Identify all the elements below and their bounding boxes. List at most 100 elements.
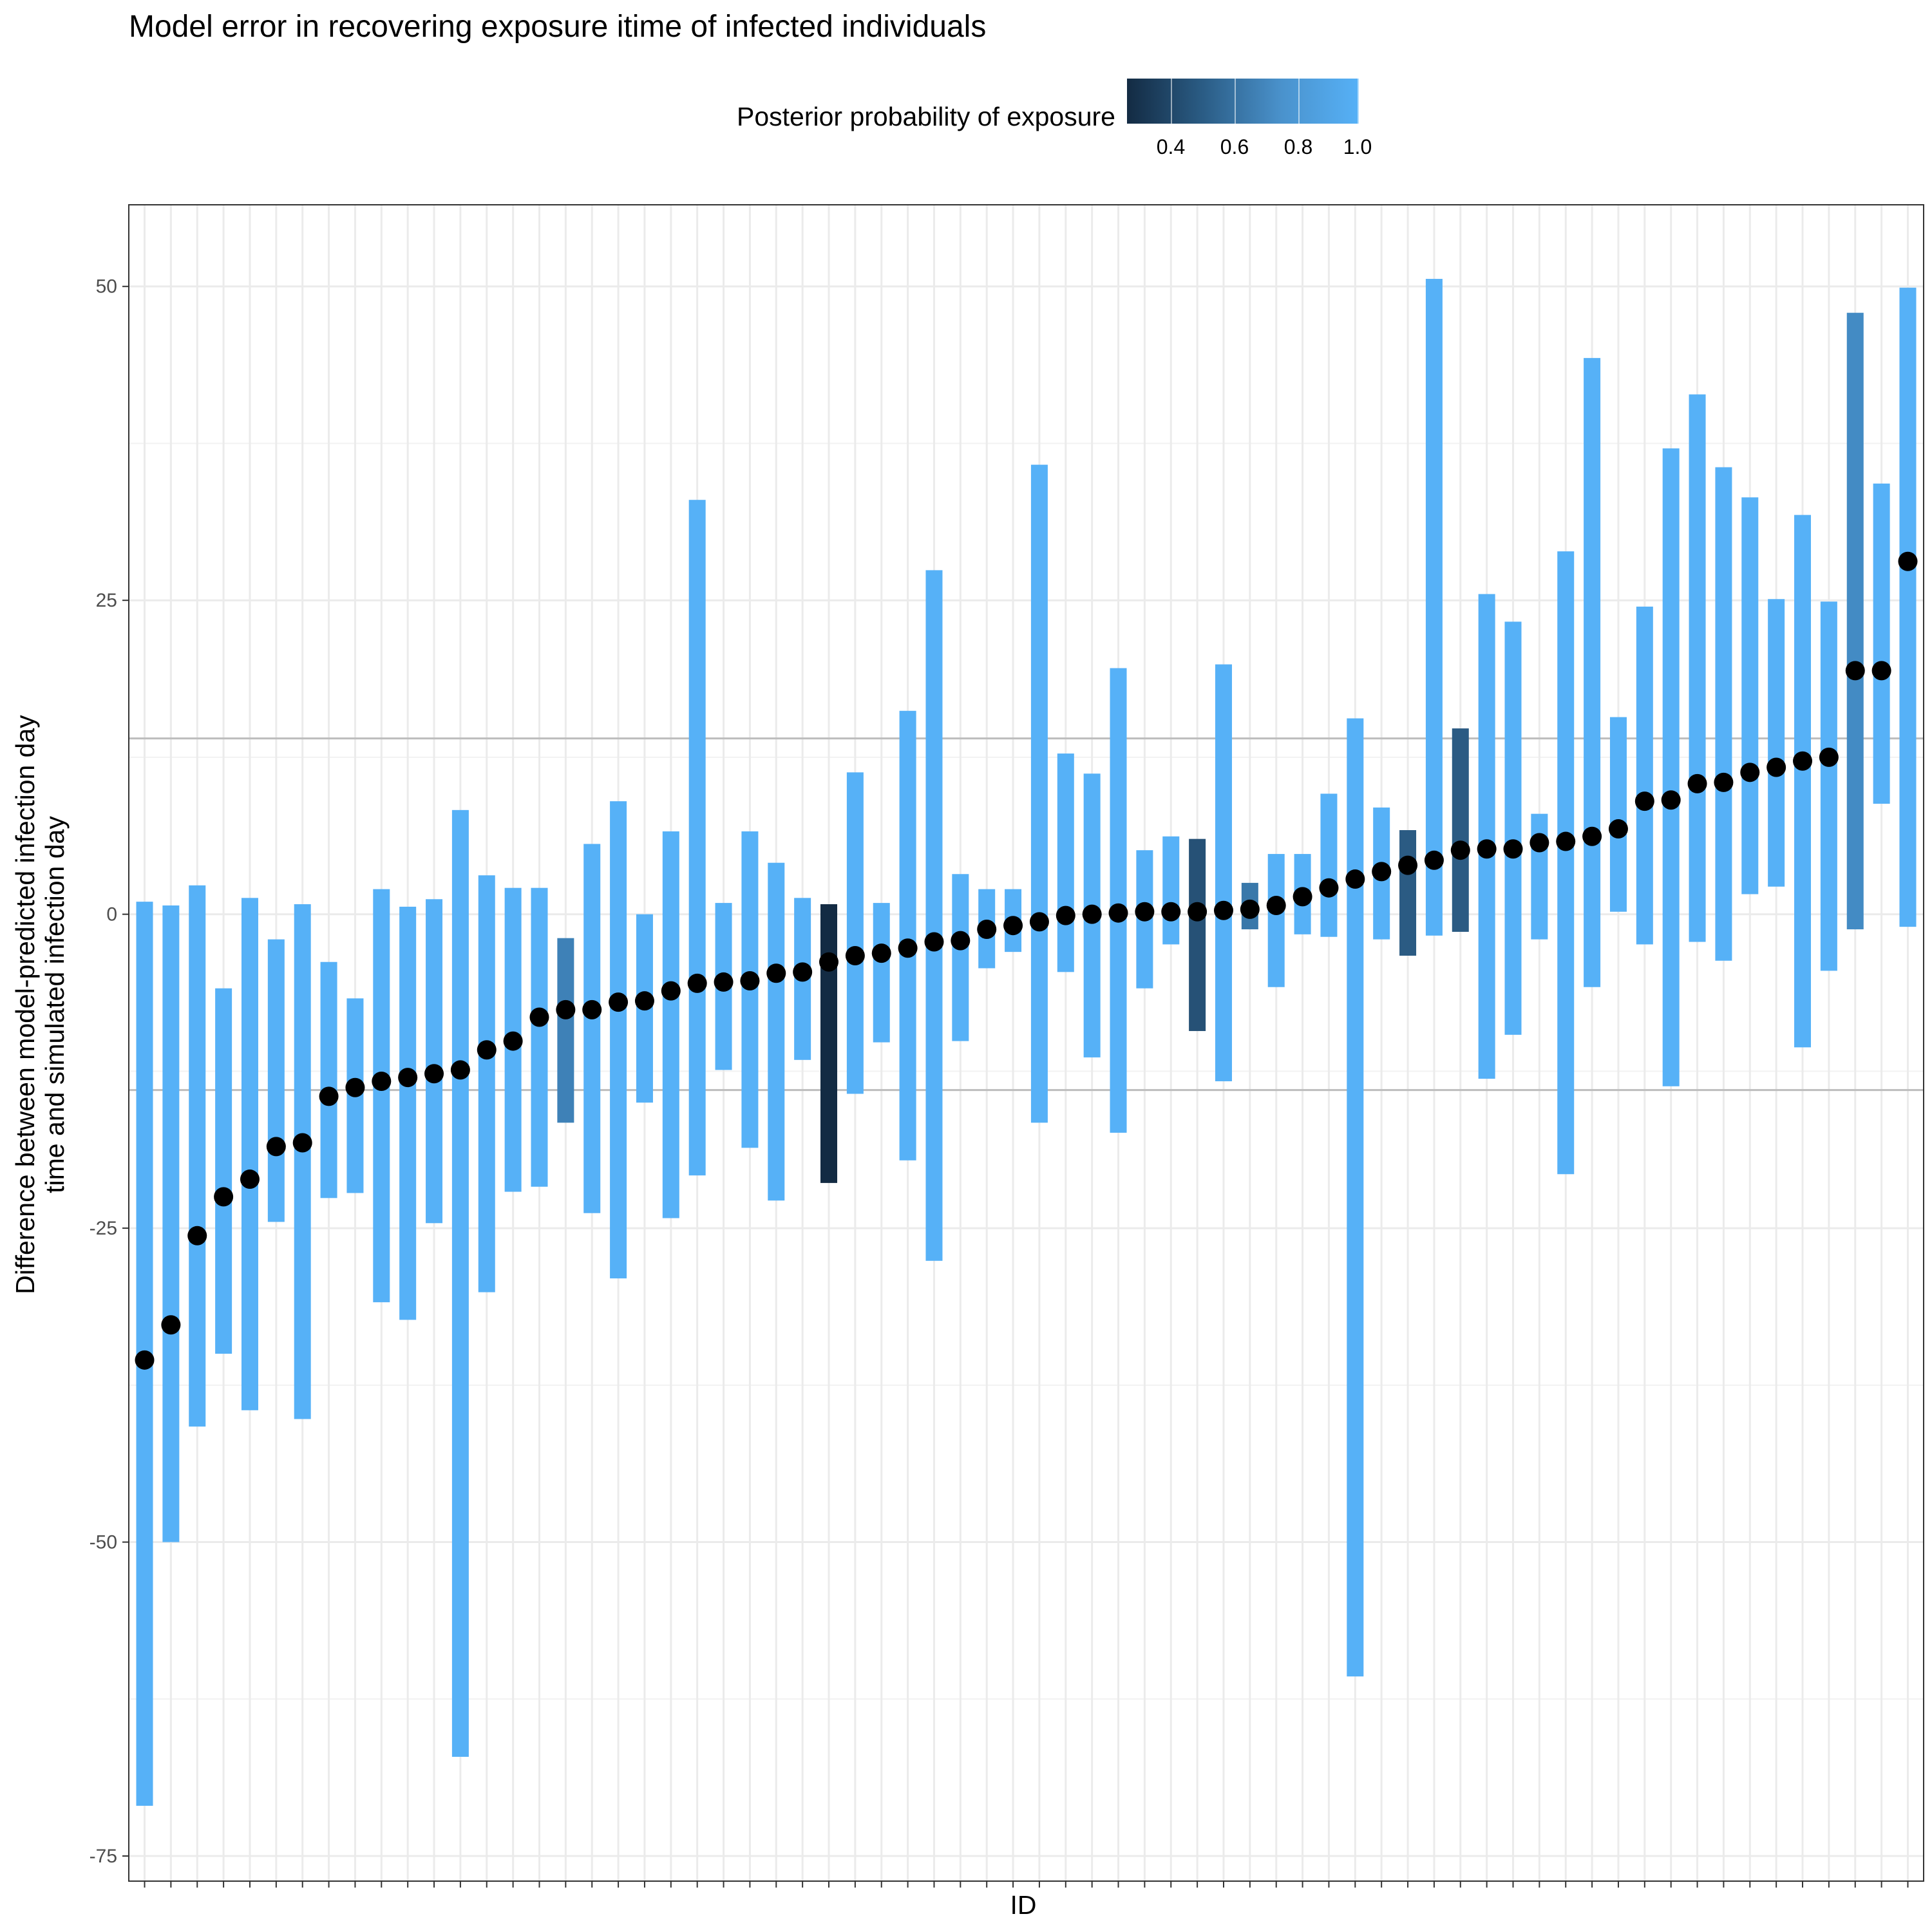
point-estimate [1661, 790, 1681, 810]
legend-tick [1358, 79, 1359, 124]
point-estimate [1503, 839, 1523, 859]
point-estimate [1477, 839, 1497, 859]
interval-bar [1662, 448, 1680, 1086]
interval-bar [162, 905, 180, 1542]
legend-tick-label: 0.8 [1283, 135, 1313, 158]
interval-bar [1399, 830, 1417, 956]
interval-bar [1609, 717, 1627, 912]
point-estimate [319, 1086, 339, 1106]
point-estimate [1687, 773, 1707, 793]
point-estimate [214, 1187, 234, 1207]
legend-tick [1298, 79, 1300, 124]
point-estimate [1161, 902, 1181, 922]
interval-bar [1267, 854, 1285, 987]
point-estimate [187, 1226, 207, 1245]
point-estimate [898, 938, 918, 958]
interval-bar [1741, 497, 1759, 895]
point-estimate [819, 952, 839, 972]
interval-bar [1689, 394, 1706, 942]
point-estimate [1871, 661, 1891, 681]
point-estimate [1108, 903, 1128, 923]
point-estimates [135, 551, 1918, 1370]
interval-bar [899, 710, 916, 1160]
point-estimate [424, 1064, 444, 1084]
interval-bar [241, 898, 258, 1410]
point-estimate [1029, 912, 1049, 932]
point-estimate [503, 1031, 523, 1051]
interval-bar [478, 875, 495, 1293]
interval-bar [1057, 753, 1074, 972]
interval-bar [1715, 467, 1732, 961]
point-estimate [951, 931, 971, 951]
interval-bar [189, 885, 206, 1427]
interval-bar [1478, 594, 1495, 1079]
interval-bar [1320, 793, 1338, 937]
point-estimate [609, 992, 629, 1012]
y-axis-tick-label: -50 [90, 1532, 117, 1553]
point-estimate [529, 1007, 549, 1027]
interval-bar [1636, 606, 1653, 945]
point-estimate [845, 945, 865, 965]
interval-bar [1347, 718, 1364, 1677]
point-estimate [1424, 850, 1444, 870]
point-estimate [292, 1133, 312, 1153]
interval-bar [583, 844, 601, 1213]
interval-bar [399, 906, 417, 1320]
point-estimate [1845, 661, 1865, 681]
interval-bar [557, 938, 574, 1123]
interval-bar [1110, 668, 1127, 1133]
interval-bar [1531, 813, 1548, 940]
panel-border [128, 204, 1924, 1882]
interval-bar [320, 961, 337, 1198]
point-estimate [1372, 862, 1392, 882]
interval-bar [451, 810, 469, 1757]
point-estimate [1056, 905, 1075, 925]
point-estimate [266, 1137, 286, 1157]
point-estimate [556, 999, 576, 1019]
interval-bar [952, 874, 969, 1041]
interval-bar [1162, 836, 1180, 945]
interval-bar [373, 889, 390, 1303]
point-estimate [924, 932, 944, 952]
point-estimate [1319, 878, 1339, 898]
point-estimate [1556, 831, 1576, 851]
interval-bar [1189, 838, 1206, 1031]
point-estimate [661, 981, 681, 1001]
point-estimate [1793, 751, 1813, 771]
point-estimate [1450, 840, 1470, 860]
point-estimate [1714, 772, 1734, 792]
point-estimate [1213, 900, 1233, 920]
interval-bar [426, 899, 443, 1224]
y-axis: -75 -50 -25 0 25 50 [90, 276, 129, 1867]
chart-title: Model error in recovering exposure itime… [129, 10, 987, 44]
interval-bar [768, 862, 785, 1201]
legend-tick-label: 0.4 [1156, 135, 1186, 158]
point-estimate [450, 1060, 470, 1080]
point-estimate [1819, 747, 1839, 767]
point-estimate [714, 972, 734, 992]
legend-tick [1235, 79, 1236, 124]
interval-bar [662, 831, 679, 1218]
legend-tick-label: 0.6 [1220, 135, 1249, 158]
interval-bar [531, 887, 548, 1187]
point-estimate [634, 991, 654, 1011]
interval-bar [873, 903, 890, 1043]
interval-bar [1504, 621, 1522, 1035]
point-estimate [1740, 762, 1760, 782]
point-estimate [1293, 887, 1312, 907]
interval-bar [1899, 287, 1917, 927]
interval-bar [1030, 464, 1048, 1123]
point-estimate [977, 920, 997, 940]
interval-bar [688, 500, 706, 1176]
interval-bar [1768, 599, 1785, 887]
interval-bar [1794, 515, 1812, 1048]
interval-bar [846, 772, 864, 1094]
point-estimate [372, 1071, 392, 1091]
interval-bar [1557, 551, 1575, 1175]
y-axis-tick-label: -25 [90, 1218, 117, 1239]
point-estimate [1266, 895, 1286, 915]
point-estimate [1003, 916, 1023, 936]
interval-bar [1452, 728, 1469, 932]
legend-tick [1171, 79, 1172, 124]
